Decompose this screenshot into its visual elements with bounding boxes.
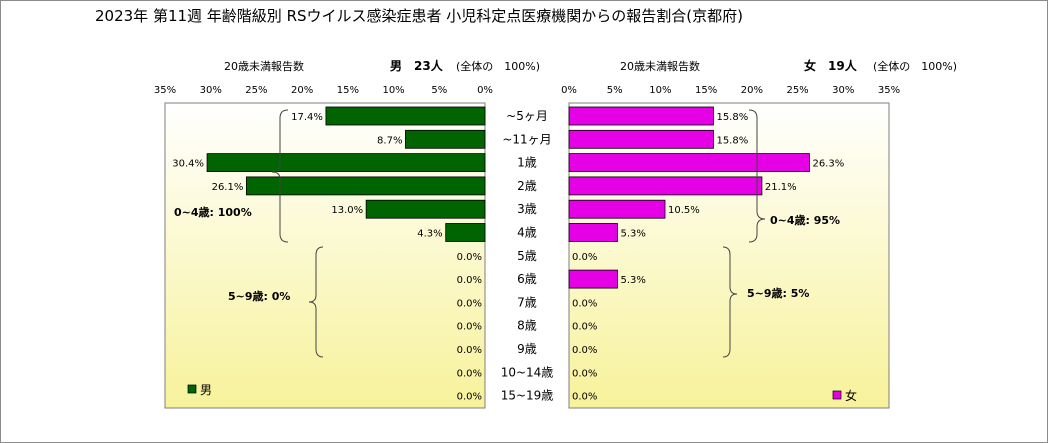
category-label: 3歳 xyxy=(517,202,537,216)
left-brace-0-4 xyxy=(271,109,289,243)
bar-male xyxy=(365,199,486,219)
right-axis-tick-label: 20% xyxy=(741,85,763,96)
legend-label-female: 女 xyxy=(845,388,857,403)
category-label: 5歳 xyxy=(517,249,537,263)
left-axis-tick-label: 25% xyxy=(245,85,267,96)
left-plot-area xyxy=(164,102,486,409)
right-brace-5-9 xyxy=(722,246,738,358)
category-label: 1歳 xyxy=(517,156,537,170)
bar-label-male: 0.0% xyxy=(457,368,482,379)
bar-label-male: 0.0% xyxy=(457,345,482,356)
bar-label-male: 13.0% xyxy=(331,205,363,216)
category-label: 4歳 xyxy=(517,226,537,240)
bar-label-female: 5.3% xyxy=(620,229,645,240)
bar-label-male: 0.0% xyxy=(457,275,482,286)
bar-label-male: 0.0% xyxy=(457,322,482,333)
bar-label-female: 10.5% xyxy=(668,205,700,216)
bar-label-female: 0.0% xyxy=(572,368,597,379)
legend-label-male: 男 xyxy=(200,383,212,397)
bar-label-female: 15.8% xyxy=(716,135,748,146)
left-axis-tick-label: 10% xyxy=(382,85,404,96)
right-axis-tick-label: 25% xyxy=(786,85,808,96)
bar-label-male: 26.1% xyxy=(212,182,244,193)
bar-female xyxy=(568,269,618,289)
bar-label-male: 4.3% xyxy=(417,229,442,240)
left-axis-tick-label: 35% xyxy=(154,85,176,96)
category-label: ~5ヶ月 xyxy=(506,109,548,123)
bar-label-male: 8.7% xyxy=(377,135,402,146)
bar-label-female: 15.8% xyxy=(716,112,748,123)
category-label: 8歳 xyxy=(517,319,537,333)
bar-label-female: 5.3% xyxy=(620,275,645,286)
bar-label-female: 0.0% xyxy=(572,345,597,356)
category-label: 7歳 xyxy=(517,295,537,309)
right-header-count: 女 19人 xyxy=(804,58,858,73)
bar-label-female: 0.0% xyxy=(572,252,597,263)
bar-label-male: 0.0% xyxy=(457,252,482,263)
left-annotation-5-9: 5~9歳: 0% xyxy=(228,289,290,303)
category-label: 15~19歳 xyxy=(501,389,554,403)
bar-male xyxy=(445,223,486,242)
right-axis-tick-label: 15% xyxy=(695,85,717,96)
right-header-total: (全体の 100%) xyxy=(873,59,957,73)
right-axis-tick-label: 0% xyxy=(561,85,577,96)
category-label: 9歳 xyxy=(517,342,537,356)
left-header-count: 男 23人 xyxy=(390,58,444,73)
right-axis-tick-label: 30% xyxy=(832,85,854,96)
bar-label-female: 0.0% xyxy=(572,392,597,403)
bar-label-male: 17.4% xyxy=(291,112,323,123)
left-axis-tick-label: 15% xyxy=(337,85,359,96)
left-axis-tick-label: 0% xyxy=(477,85,493,96)
right-header-label: 20歳未満報告数 xyxy=(620,60,700,73)
left-header-total: (全体の 100%) xyxy=(456,59,540,73)
right-axis-tick-label: 10% xyxy=(649,85,671,96)
right-brace-0-4 xyxy=(748,109,766,243)
legend-swatch-male xyxy=(187,384,197,394)
bar-label-female: 0.0% xyxy=(572,298,597,309)
bar-female xyxy=(568,199,666,219)
bar-label-male: 0.0% xyxy=(457,298,482,309)
bar-male xyxy=(245,176,486,196)
bar-female xyxy=(568,153,810,173)
category-label: ~11ヶ月 xyxy=(502,132,551,146)
right-axis-tick-label: 5% xyxy=(607,85,623,96)
chart-title: 2023年 第11週 年齢階級別 RSウイルス感染症患者 小児科定点医療機関から… xyxy=(95,7,743,25)
left-brace-5-9 xyxy=(308,246,324,358)
bar-male xyxy=(206,153,486,173)
left-annotation-0-4: 0~4歳: 100% xyxy=(174,205,252,219)
left-axis-tick-label: 30% xyxy=(200,85,222,96)
right-axis-tick-label: 35% xyxy=(878,85,900,96)
bar-female xyxy=(568,129,714,149)
legend-swatch-female xyxy=(832,390,842,400)
right-plot-area xyxy=(568,102,890,409)
bar-female xyxy=(568,176,763,196)
category-label: 10~14歳 xyxy=(501,365,554,379)
left-header-label: 20歳未満報告数 xyxy=(224,60,304,73)
bar-female xyxy=(568,106,714,126)
bar-label-female: 21.1% xyxy=(765,182,797,193)
bar-label-female: 0.0% xyxy=(572,322,597,333)
bar-male xyxy=(405,129,486,149)
bar-male xyxy=(325,106,486,126)
category-label: 6歳 xyxy=(517,272,537,286)
category-label: 2歳 xyxy=(517,179,537,193)
bar-female xyxy=(568,223,618,242)
bar-label-male: 0.0% xyxy=(457,392,482,403)
bar-label-male: 30.4% xyxy=(172,159,204,170)
left-axis-tick-label: 20% xyxy=(291,85,313,96)
right-annotation-5-9: 5~9歳: 5% xyxy=(747,286,809,300)
left-axis-tick-label: 5% xyxy=(431,85,447,96)
bar-label-female: 26.3% xyxy=(812,159,844,170)
right-annotation-0-4: 0~4歳: 95% xyxy=(770,213,840,227)
